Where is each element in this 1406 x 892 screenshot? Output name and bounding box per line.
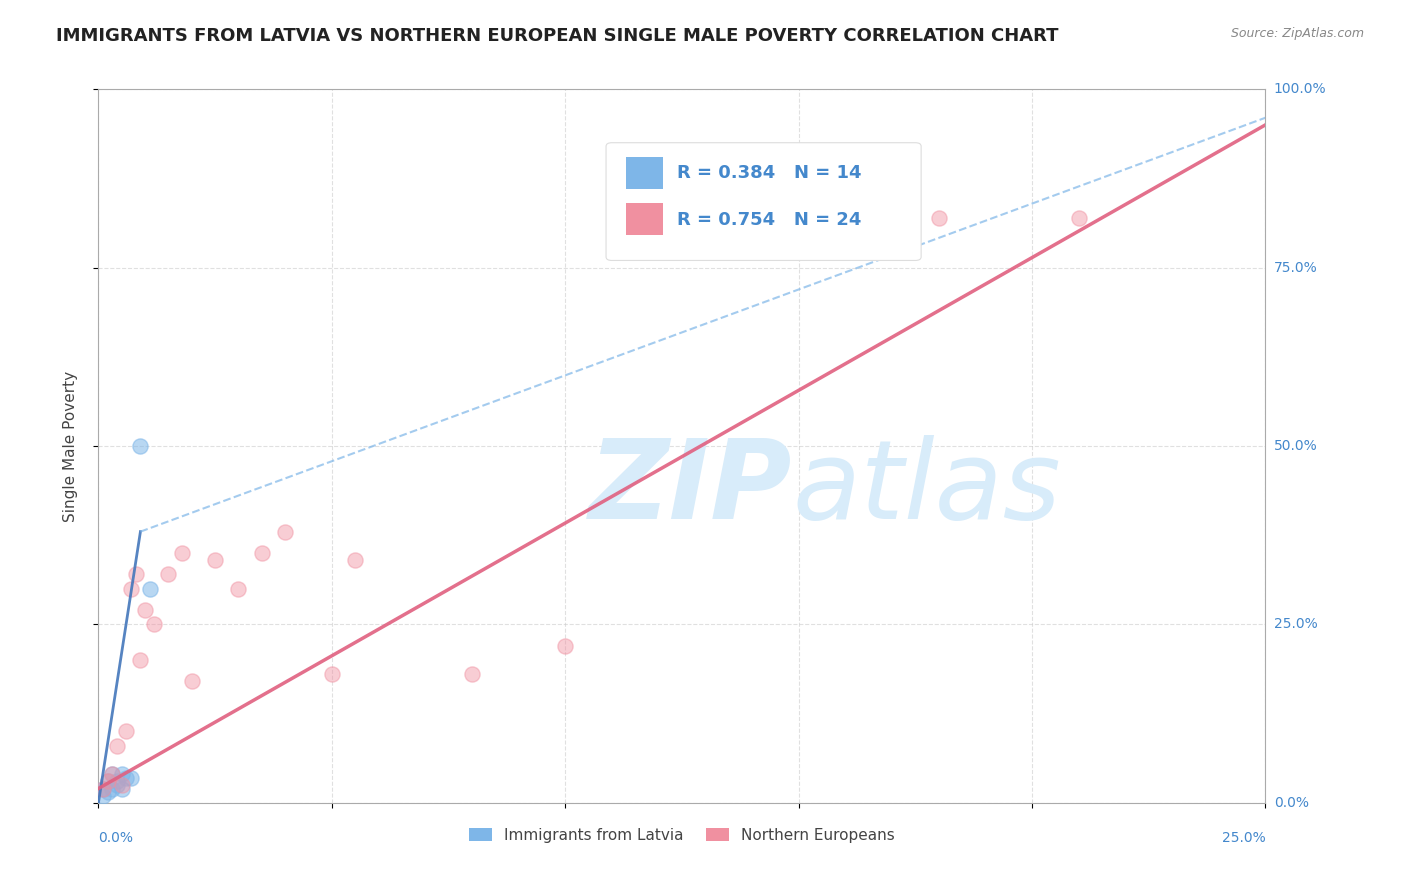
Text: atlas: atlas — [793, 435, 1062, 542]
Text: 100.0%: 100.0% — [1274, 82, 1326, 96]
Text: ZIP: ZIP — [589, 435, 792, 542]
FancyBboxPatch shape — [626, 203, 664, 235]
Point — [115, 771, 138, 785]
Point — [105, 774, 128, 789]
Point — [554, 639, 576, 653]
Point — [250, 546, 273, 560]
Text: 0.0%: 0.0% — [1274, 796, 1309, 810]
Point — [172, 546, 194, 560]
Point — [97, 774, 120, 789]
Text: 50.0%: 50.0% — [1274, 439, 1317, 453]
Point — [97, 774, 120, 789]
Point — [91, 781, 114, 796]
Point — [111, 781, 134, 796]
Point — [461, 667, 484, 681]
FancyBboxPatch shape — [606, 143, 921, 260]
Point — [143, 617, 166, 632]
Text: IMMIGRANTS FROM LATVIA VS NORTHERN EUROPEAN SINGLE MALE POVERTY CORRELATION CHAR: IMMIGRANTS FROM LATVIA VS NORTHERN EUROP… — [56, 27, 1059, 45]
Point — [120, 582, 142, 596]
Point — [139, 582, 162, 596]
Text: R = 0.384   N = 14: R = 0.384 N = 14 — [678, 164, 862, 182]
Point — [125, 567, 148, 582]
Point — [157, 567, 180, 582]
Point — [344, 553, 367, 567]
Point — [111, 767, 134, 781]
Point — [105, 778, 128, 792]
Point — [321, 667, 343, 681]
Point — [101, 767, 124, 781]
Point — [120, 771, 142, 785]
Point — [101, 767, 124, 781]
Text: Source: ZipAtlas.com: Source: ZipAtlas.com — [1230, 27, 1364, 40]
Text: 75.0%: 75.0% — [1274, 260, 1317, 275]
Point — [204, 553, 226, 567]
Point — [274, 524, 297, 539]
Point — [97, 785, 120, 799]
Text: 25.0%: 25.0% — [1274, 617, 1317, 632]
Legend: Immigrants from Latvia, Northern Europeans: Immigrants from Latvia, Northern Europea… — [463, 822, 901, 848]
Point — [1067, 211, 1090, 225]
Point — [91, 789, 114, 803]
Point — [134, 603, 156, 617]
Point — [129, 439, 152, 453]
Y-axis label: Single Male Poverty: Single Male Poverty — [63, 370, 77, 522]
Text: 0.0%: 0.0% — [98, 830, 134, 845]
Point — [228, 582, 250, 596]
FancyBboxPatch shape — [626, 157, 664, 189]
Point — [91, 781, 114, 796]
Text: 25.0%: 25.0% — [1222, 830, 1265, 845]
Text: R = 0.754   N = 24: R = 0.754 N = 24 — [678, 211, 862, 228]
Point — [129, 653, 152, 667]
Point — [101, 781, 124, 796]
Point — [180, 674, 202, 689]
Point — [111, 778, 134, 792]
Point — [115, 724, 138, 739]
Point — [105, 739, 128, 753]
Point — [928, 211, 950, 225]
